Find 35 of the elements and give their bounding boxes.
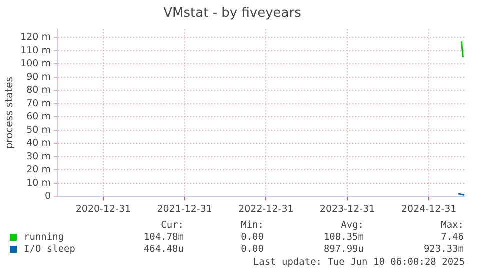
y-axis-title: process states xyxy=(4,77,16,150)
text: Max: xyxy=(440,220,464,231)
text: 0.00 xyxy=(240,232,264,243)
text: 464.48u xyxy=(142,244,184,255)
y-tick-label: 100 m xyxy=(20,58,51,70)
y-tick-label: 0 xyxy=(44,191,51,202)
text: Avg: xyxy=(340,220,364,231)
text: 897.99u xyxy=(322,244,364,255)
x-tick-label: 2021-12-31 xyxy=(157,204,212,215)
x-tick-label: 2023-12-31 xyxy=(320,204,376,215)
text: Cur: xyxy=(160,220,184,231)
x-tick-label: 2020-12-31 xyxy=(76,204,132,215)
y-tick-label: 20 m xyxy=(26,164,51,176)
y-tick-label: 110 m xyxy=(20,45,51,56)
text: Min: xyxy=(240,220,264,231)
y-tick-label: 40 m xyxy=(26,138,51,150)
y-tick-label: 50 m xyxy=(26,124,51,136)
x-tick-label: 2022-12-31 xyxy=(238,204,294,215)
text: 108.35m xyxy=(322,232,364,243)
x-tick-label: 2024-12-31 xyxy=(402,204,457,215)
y-tick-label: 10 m xyxy=(26,178,51,189)
text: 923.33m xyxy=(422,244,464,255)
chart-title: VMstat - by fiveyears xyxy=(164,6,302,22)
legend-label: I/O sleep xyxy=(24,244,76,255)
text: 7.46 xyxy=(440,232,464,243)
legend-label: running xyxy=(24,232,66,243)
y-tick-label: 120 m xyxy=(20,32,51,44)
text: 0.00 xyxy=(240,244,264,255)
y-tick-label: 70 m xyxy=(26,98,51,110)
y-tick-label: 60 m xyxy=(26,112,51,123)
y-tick-label: 30 m xyxy=(26,151,51,162)
text: Last update: Tue Jun 10 06:00:28 2025 xyxy=(253,257,465,268)
text: 104.78m xyxy=(142,232,184,243)
y-tick-label: 90 m xyxy=(26,72,51,83)
y-tick-label: 80 m xyxy=(26,85,51,96)
